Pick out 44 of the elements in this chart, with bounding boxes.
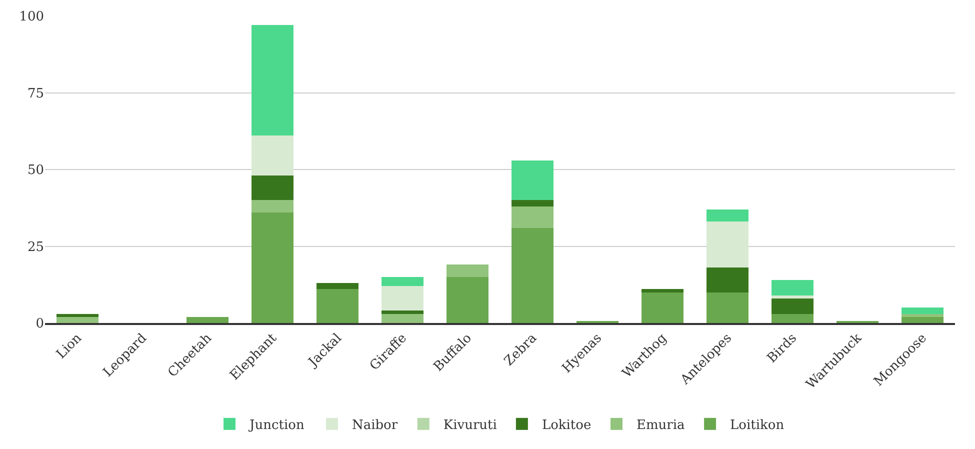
y-tick-label: 100: [19, 10, 44, 25]
legend-label: Junction: [248, 418, 305, 433]
y-tick-label: 25: [27, 240, 44, 255]
bar: [316, 283, 359, 290]
bar: [251, 176, 294, 200]
legend-label: Naibor: [352, 418, 398, 433]
y-tick-label: 50: [27, 163, 44, 178]
bar: [381, 310, 424, 314]
bar: [771, 295, 814, 298]
bar: [771, 298, 814, 314]
bar: [706, 292, 749, 323]
bar: [641, 292, 684, 323]
bar: [771, 314, 814, 323]
bar: [706, 222, 749, 268]
bar: [511, 160, 554, 200]
bar: [56, 316, 99, 323]
bar: [446, 276, 489, 323]
bar: [381, 314, 424, 323]
bar: [901, 316, 944, 323]
legend-label: Emuria: [636, 418, 686, 433]
bar: [771, 280, 814, 296]
bar: [706, 268, 749, 292]
bar: [251, 136, 294, 176]
bar: [381, 276, 424, 286]
bar: [381, 286, 424, 311]
legend-label: Loitikon: [730, 418, 785, 433]
bar: [511, 200, 554, 206]
bar: [511, 206, 554, 228]
legend-label: Lokitoe: [542, 418, 592, 433]
bar: [186, 316, 229, 323]
bar: [511, 228, 554, 323]
bar: [901, 308, 944, 314]
bar: [316, 289, 359, 323]
bar: [56, 314, 99, 317]
bar: [251, 200, 294, 212]
bar: [251, 25, 294, 136]
bar: [251, 212, 294, 323]
y-tick-label: 75: [27, 86, 44, 102]
bar: [446, 264, 489, 277]
bar: [901, 314, 944, 317]
bar: [706, 209, 749, 222]
legend-label: Kivuruti: [443, 418, 497, 433]
bar: [641, 289, 684, 292]
y-tick-label: 0: [36, 316, 44, 332]
